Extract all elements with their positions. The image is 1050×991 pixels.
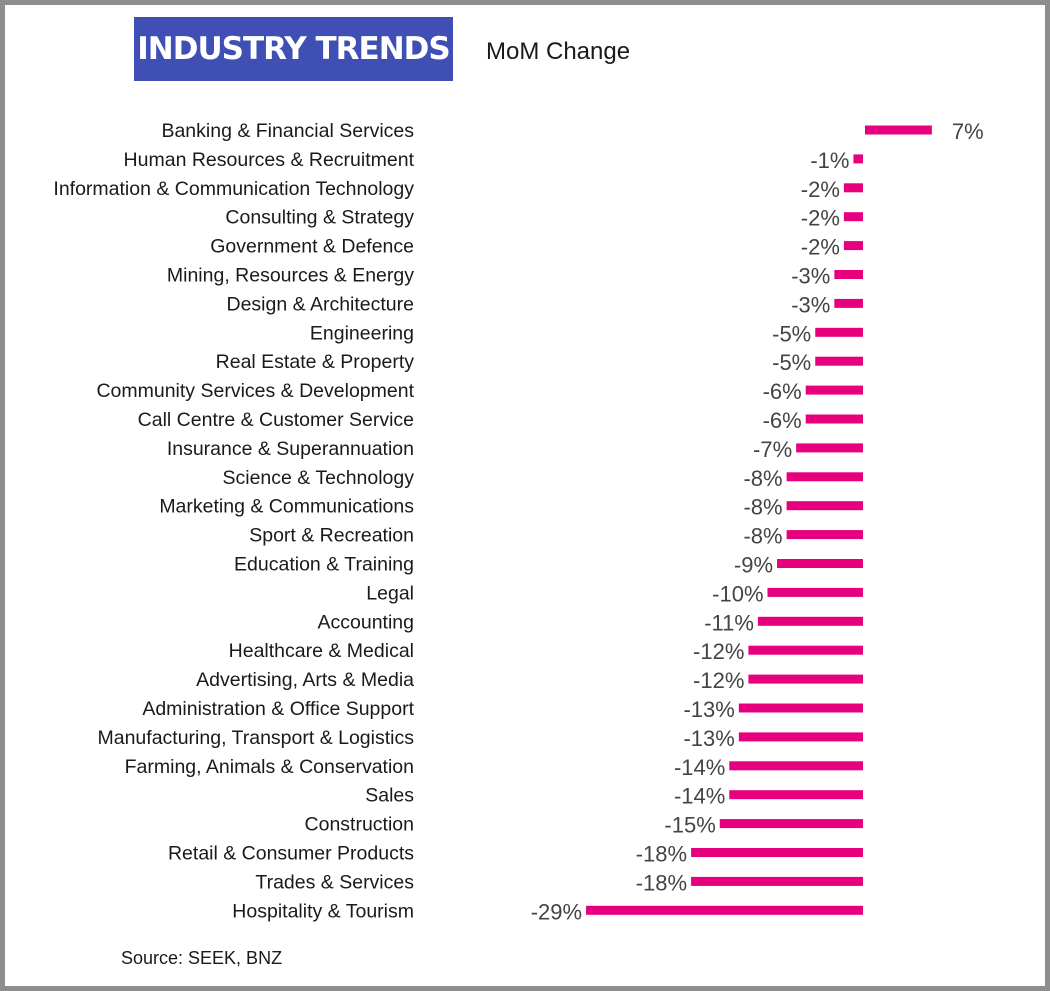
bar bbox=[805, 385, 863, 395]
category-label: Healthcare & Medical bbox=[229, 640, 414, 662]
category-label: Call Centre & Customer Service bbox=[138, 409, 414, 431]
value-label: -14% bbox=[674, 784, 725, 809]
value-label: -8% bbox=[743, 466, 782, 491]
bar bbox=[815, 356, 863, 366]
bar bbox=[865, 125, 932, 135]
category-label: Human Resources & Recruitment bbox=[124, 149, 415, 171]
value-label: -9% bbox=[734, 553, 773, 578]
value-label: -6% bbox=[763, 379, 802, 404]
value-label: -12% bbox=[693, 668, 744, 693]
bar bbox=[834, 270, 863, 279]
category-label: Construction bbox=[305, 814, 414, 836]
source-note: Source: SEEK, BNZ bbox=[121, 948, 283, 968]
bar bbox=[757, 616, 863, 626]
category-label: Education & Training bbox=[234, 554, 414, 576]
bar bbox=[729, 790, 863, 800]
bar bbox=[748, 674, 863, 684]
bar bbox=[786, 472, 863, 482]
bar bbox=[805, 414, 863, 424]
category-label: Banking & Financial Services bbox=[161, 120, 414, 142]
category-label: Sport & Recreation bbox=[249, 525, 414, 547]
value-label: -5% bbox=[772, 321, 811, 346]
value-label: -10% bbox=[712, 581, 763, 606]
bar bbox=[834, 298, 863, 308]
bar bbox=[843, 241, 863, 251]
bar bbox=[691, 848, 863, 857]
category-label: Accounting bbox=[318, 611, 414, 633]
bar bbox=[738, 732, 863, 742]
bar bbox=[729, 761, 863, 771]
category-label: Legal bbox=[366, 582, 414, 604]
value-label: -12% bbox=[693, 639, 744, 664]
bar bbox=[796, 443, 863, 453]
value-label: -18% bbox=[636, 870, 687, 895]
category-label: Hospitality & Tourism bbox=[232, 900, 414, 922]
value-label: -29% bbox=[531, 899, 582, 924]
bar bbox=[853, 154, 863, 164]
value-label: -18% bbox=[636, 842, 687, 867]
value-label: -2% bbox=[801, 235, 840, 260]
value-label: -3% bbox=[791, 264, 830, 289]
bar bbox=[719, 819, 863, 829]
bar bbox=[748, 645, 863, 655]
bar bbox=[777, 559, 863, 568]
value-label: -13% bbox=[683, 726, 734, 751]
value-label: 7% bbox=[952, 119, 984, 144]
value-label: -11% bbox=[704, 610, 754, 635]
value-label: -15% bbox=[664, 813, 715, 838]
category-label: Engineering bbox=[310, 322, 414, 344]
bar bbox=[843, 183, 863, 193]
bar bbox=[843, 212, 863, 222]
category-label: Consulting & Strategy bbox=[225, 207, 414, 229]
value-label: -8% bbox=[743, 495, 782, 520]
category-label: Mining, Resources & Energy bbox=[167, 265, 414, 287]
category-label: Government & Defence bbox=[210, 236, 414, 258]
value-label: -2% bbox=[801, 206, 840, 231]
chart-subtitle: MoM Change bbox=[486, 38, 631, 65]
value-label: -5% bbox=[772, 350, 811, 375]
bar bbox=[691, 876, 863, 886]
value-label: -3% bbox=[791, 292, 830, 317]
bar bbox=[586, 905, 863, 915]
bar bbox=[815, 327, 863, 337]
category-label: Trades & Services bbox=[255, 871, 414, 893]
bar bbox=[786, 501, 863, 511]
bar bbox=[738, 703, 863, 713]
category-label: Administration & Office Support bbox=[142, 698, 414, 720]
category-label: Community Services & Development bbox=[96, 380, 414, 402]
category-label: Real Estate & Property bbox=[216, 351, 415, 373]
category-label: Science & Technology bbox=[222, 467, 414, 489]
value-label: -1% bbox=[810, 148, 849, 173]
bar bbox=[786, 530, 863, 540]
category-label: Retail & Consumer Products bbox=[168, 843, 414, 865]
value-label: -14% bbox=[674, 755, 725, 780]
value-label: -7% bbox=[753, 437, 792, 462]
category-label: Insurance & Superannuation bbox=[167, 438, 414, 460]
category-label: Design & Architecture bbox=[226, 293, 414, 315]
value-label: -6% bbox=[763, 408, 802, 433]
bar bbox=[767, 587, 863, 597]
category-label: Farming, Animals & Conservation bbox=[125, 756, 414, 778]
category-label: Marketing & Communications bbox=[159, 496, 414, 518]
value-label: -8% bbox=[743, 524, 782, 549]
category-label: Manufacturing, Transport & Logistics bbox=[98, 727, 415, 749]
chart-title: INDUSTRY TRENDS bbox=[134, 17, 453, 81]
value-label: -2% bbox=[801, 177, 840, 202]
category-label: Information & Communication Technology bbox=[53, 178, 414, 200]
category-label: Advertising, Arts & Media bbox=[196, 669, 414, 691]
value-label: -13% bbox=[683, 697, 734, 722]
category-label: Sales bbox=[365, 785, 414, 807]
